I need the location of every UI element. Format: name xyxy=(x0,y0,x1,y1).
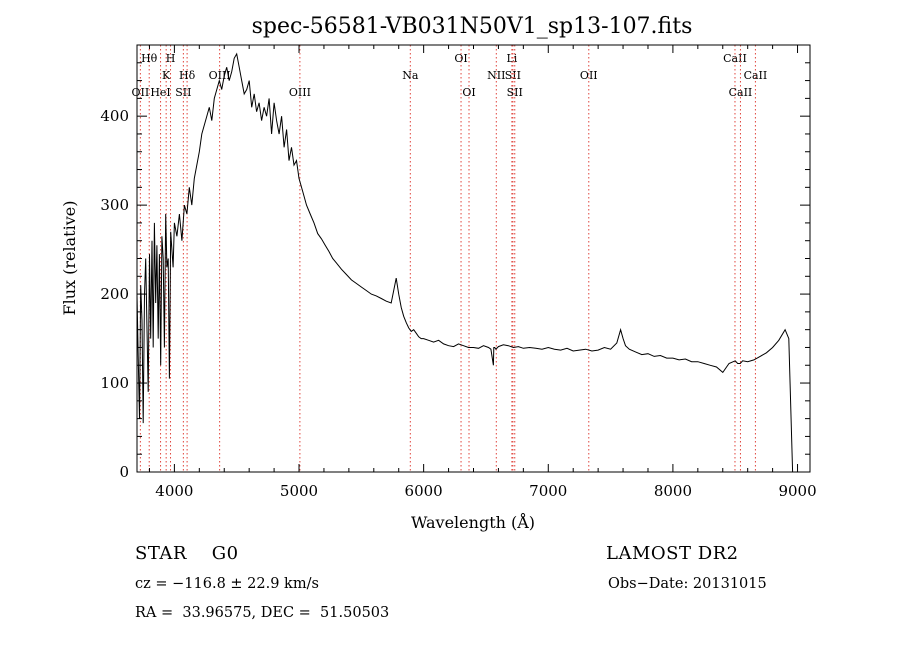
x-axis: 4000 5000 6000 7000 8000 9000 xyxy=(148,45,817,500)
x-tick-label: 5000 xyxy=(280,482,318,500)
line-marker-label: K xyxy=(162,69,171,82)
line-marker-label: CaII xyxy=(744,69,768,82)
line-marker-label: CaII xyxy=(729,86,753,99)
coordinates-label: RA = 33.96575, DEC = 51.50503 xyxy=(135,605,390,621)
line-marker-label: CaII xyxy=(723,52,747,65)
line-marker-label: OII xyxy=(132,86,150,99)
line-marker-label: HeI xyxy=(150,86,170,99)
line-marker-label: Hδ xyxy=(179,69,196,82)
plot-frame xyxy=(136,44,811,473)
line-marker-label: Hθ xyxy=(141,52,158,65)
line-marker-label: OIII xyxy=(289,86,311,99)
line-marker-label: Na xyxy=(402,69,419,82)
line-marker-label: H xyxy=(166,52,176,65)
line-marker-label: OI xyxy=(454,52,467,65)
line-marker-label: OII xyxy=(580,69,598,82)
line-marker-label: SII xyxy=(507,86,523,99)
x-tick-label: 6000 xyxy=(405,482,443,500)
x-tick-label: 4000 xyxy=(155,482,193,500)
survey-label: LAMOST DR2 xyxy=(606,543,739,564)
classification-label: STAR G0 xyxy=(135,543,239,564)
line-marker-label: SII xyxy=(505,69,521,82)
x-tick-label: 7000 xyxy=(529,482,567,500)
x-tick-label: 9000 xyxy=(778,482,816,500)
velocity-label: cz = −116.8 ± 22.9 km/s xyxy=(135,576,319,592)
line-marker-label: SII xyxy=(175,86,191,99)
obs-date-label: Obs−Date: 20131015 xyxy=(608,576,767,592)
y-axis-title: Flux (relative) xyxy=(60,201,79,316)
y-tick-label: 300 xyxy=(100,196,129,214)
y-axis: 0 100 200 300 400 xyxy=(100,62,810,481)
line-marker-label: Li xyxy=(506,52,517,65)
line-marker-label: OI xyxy=(462,86,475,99)
chart-title: spec-56581-VB031N50V1_sp13-107.fits xyxy=(252,14,693,39)
line-marker-label: NII xyxy=(487,69,505,82)
x-axis-title: Wavelength (Å) xyxy=(411,512,535,532)
y-tick-label: 200 xyxy=(100,285,129,303)
y-tick-label: 100 xyxy=(100,374,129,392)
y-tick-label: 0 xyxy=(119,463,129,481)
spectrum-line xyxy=(136,52,794,473)
y-tick-label: 400 xyxy=(100,107,129,125)
x-tick-label: 8000 xyxy=(654,482,692,500)
